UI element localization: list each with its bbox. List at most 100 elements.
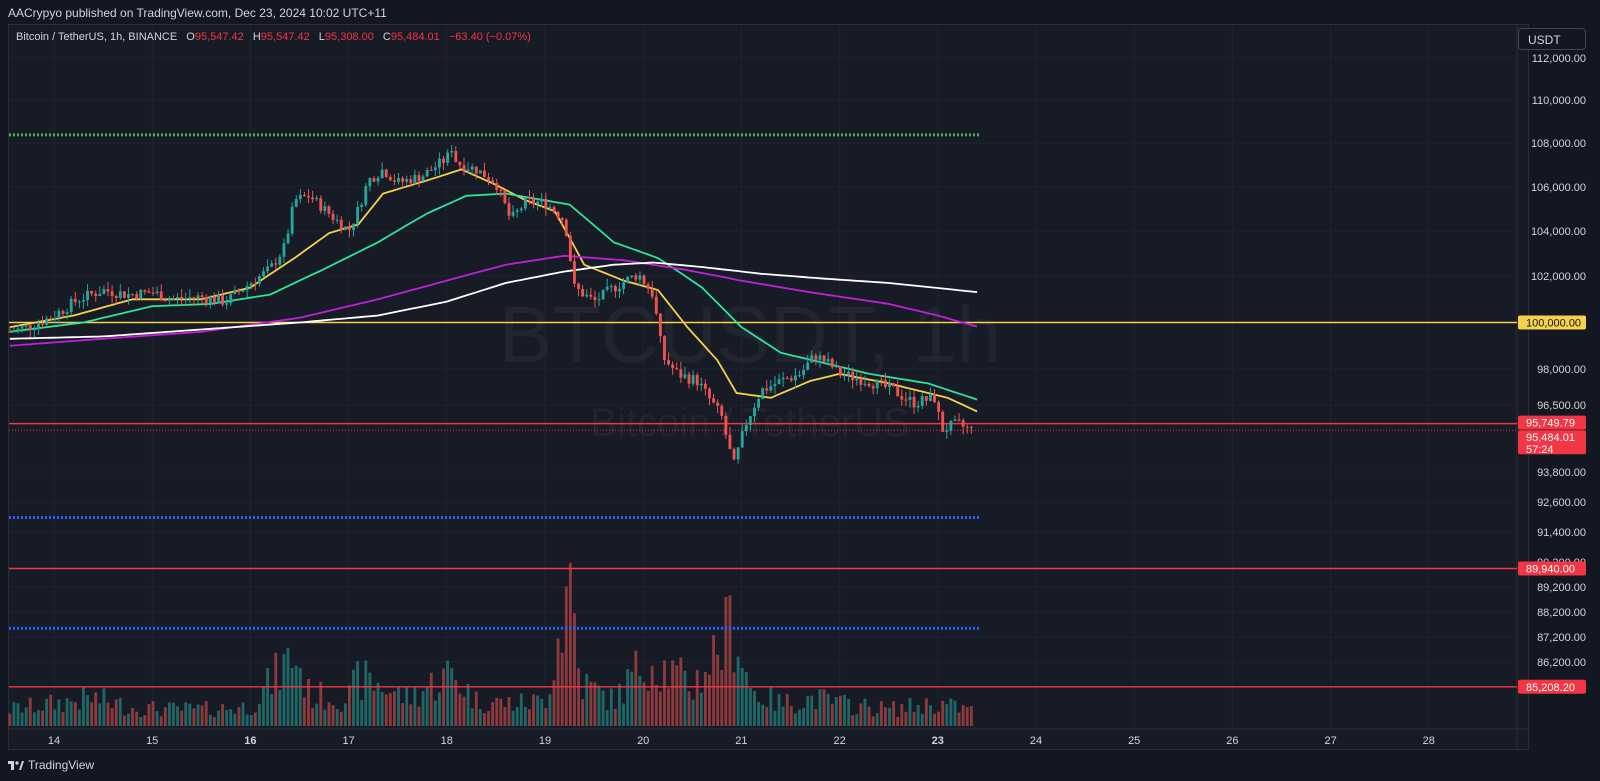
price-axis[interactable]: 112,000.00 110,000.00 108,000.00 106,000.00…	[1531, 53, 1586, 694]
candle-body	[343, 226, 347, 230]
volume-bar	[225, 710, 229, 726]
volume-bar	[425, 687, 429, 726]
candle-body	[781, 377, 785, 380]
price-tick-label: 93,800.00	[1537, 467, 1586, 479]
candle-body	[515, 210, 519, 212]
candle-body	[57, 311, 61, 319]
candle-body	[777, 379, 781, 385]
volume-bar	[744, 672, 748, 726]
candle-body	[73, 298, 77, 303]
watermark-main: BTCUSDT, 1h	[499, 290, 1001, 379]
volume-bar	[855, 714, 859, 726]
volume-bar	[409, 704, 413, 726]
tag-last-price-text: 57:24	[1526, 444, 1554, 456]
volume-bar	[528, 709, 531, 726]
volume-bar	[896, 716, 900, 726]
time-axis[interactable]: 14 15 16 17 18 19 20 21 22 23 24 25 26 27 28	[48, 735, 1435, 747]
volume-bar	[933, 713, 936, 726]
volume-bar	[483, 713, 486, 726]
candle-body	[675, 368, 679, 370]
candle-body	[429, 170, 433, 172]
candle-body	[483, 170, 486, 178]
candle-body	[802, 369, 806, 376]
candle-body	[392, 180, 396, 182]
volume-bar	[675, 665, 679, 726]
volume-bar	[691, 699, 695, 726]
currency-button[interactable]: USDT	[1518, 28, 1586, 50]
candle-body	[495, 183, 499, 190]
volume-bar	[16, 703, 20, 726]
volume-bar	[421, 691, 425, 726]
candle-body	[916, 405, 920, 408]
volume-bar	[135, 711, 139, 726]
candle-body	[523, 197, 527, 209]
volume-bar	[818, 689, 822, 726]
candle-body	[221, 294, 225, 305]
candle-body	[225, 303, 229, 305]
candle-body	[405, 178, 409, 182]
volume-bar	[548, 694, 552, 726]
volume-bar	[180, 710, 184, 726]
candle-body	[77, 301, 81, 303]
candle-body	[785, 377, 789, 379]
volume-bar	[875, 713, 879, 726]
candle-body	[478, 170, 482, 174]
candle-body	[720, 405, 724, 416]
candle-body	[290, 206, 294, 234]
volume-bar	[380, 691, 384, 726]
time-tick-label: 28	[1423, 735, 1435, 747]
volume-bar	[920, 713, 924, 726]
volume-bar	[838, 695, 842, 726]
volume-bar	[392, 691, 396, 726]
candles	[8, 144, 973, 464]
volume-bar	[438, 692, 441, 726]
volume-bar	[20, 712, 24, 726]
volume-bar	[900, 704, 904, 726]
candle-body	[347, 226, 351, 230]
candle-body	[965, 426, 969, 428]
volume-bar	[560, 652, 564, 726]
volume-bar	[748, 688, 752, 726]
candle-body	[294, 199, 298, 207]
candle-body	[740, 431, 744, 448]
candle-body	[466, 169, 470, 171]
price-tick-label: 92,600.00	[1537, 497, 1586, 509]
time-tick-label: 19	[539, 735, 551, 747]
close-value: 95,484.01	[390, 31, 440, 43]
candle-body	[94, 293, 98, 297]
volume-bar	[360, 699, 364, 726]
volume-bar	[695, 669, 699, 726]
volume-bar	[761, 704, 765, 726]
volume-bar	[278, 689, 282, 726]
volume-bar	[172, 702, 175, 726]
volume-bar	[495, 697, 499, 726]
candle-body	[634, 275, 638, 280]
volume-bar	[274, 652, 278, 726]
volume-bar	[904, 711, 908, 726]
volume-bar	[961, 705, 965, 726]
volume-bar	[622, 703, 625, 726]
symbol-title[interactable]: Bitcoin / TetherUS, 1h, BINANCE	[16, 31, 178, 43]
candle-body	[716, 402, 720, 406]
volume-bar	[822, 689, 826, 726]
candle-body	[241, 290, 245, 292]
tag-85208	[1518, 679, 1586, 694]
candle-body	[793, 375, 797, 381]
volume-bar	[384, 694, 388, 726]
footer-brand[interactable]: TradingView	[8, 758, 94, 772]
volume-bar	[65, 698, 69, 726]
volume-bar	[863, 698, 867, 726]
volume-bar	[945, 704, 949, 726]
candle-body	[356, 207, 360, 224]
volume-bar	[433, 700, 437, 726]
candle-body	[82, 300, 85, 302]
price-tick-label: 110,000.00	[1532, 95, 1586, 107]
symbol-legend[interactable]: Bitcoin / TetherUS, 1h, BINANCE O95,547.…	[16, 31, 531, 43]
volume-bar	[331, 705, 335, 726]
volume-bar	[847, 699, 851, 726]
candle-body	[859, 378, 863, 385]
candle-body	[331, 213, 335, 220]
candle-body	[307, 196, 310, 198]
moving-average-line	[9, 261, 978, 340]
tag-85208-text: 85,208.20	[1526, 682, 1575, 694]
